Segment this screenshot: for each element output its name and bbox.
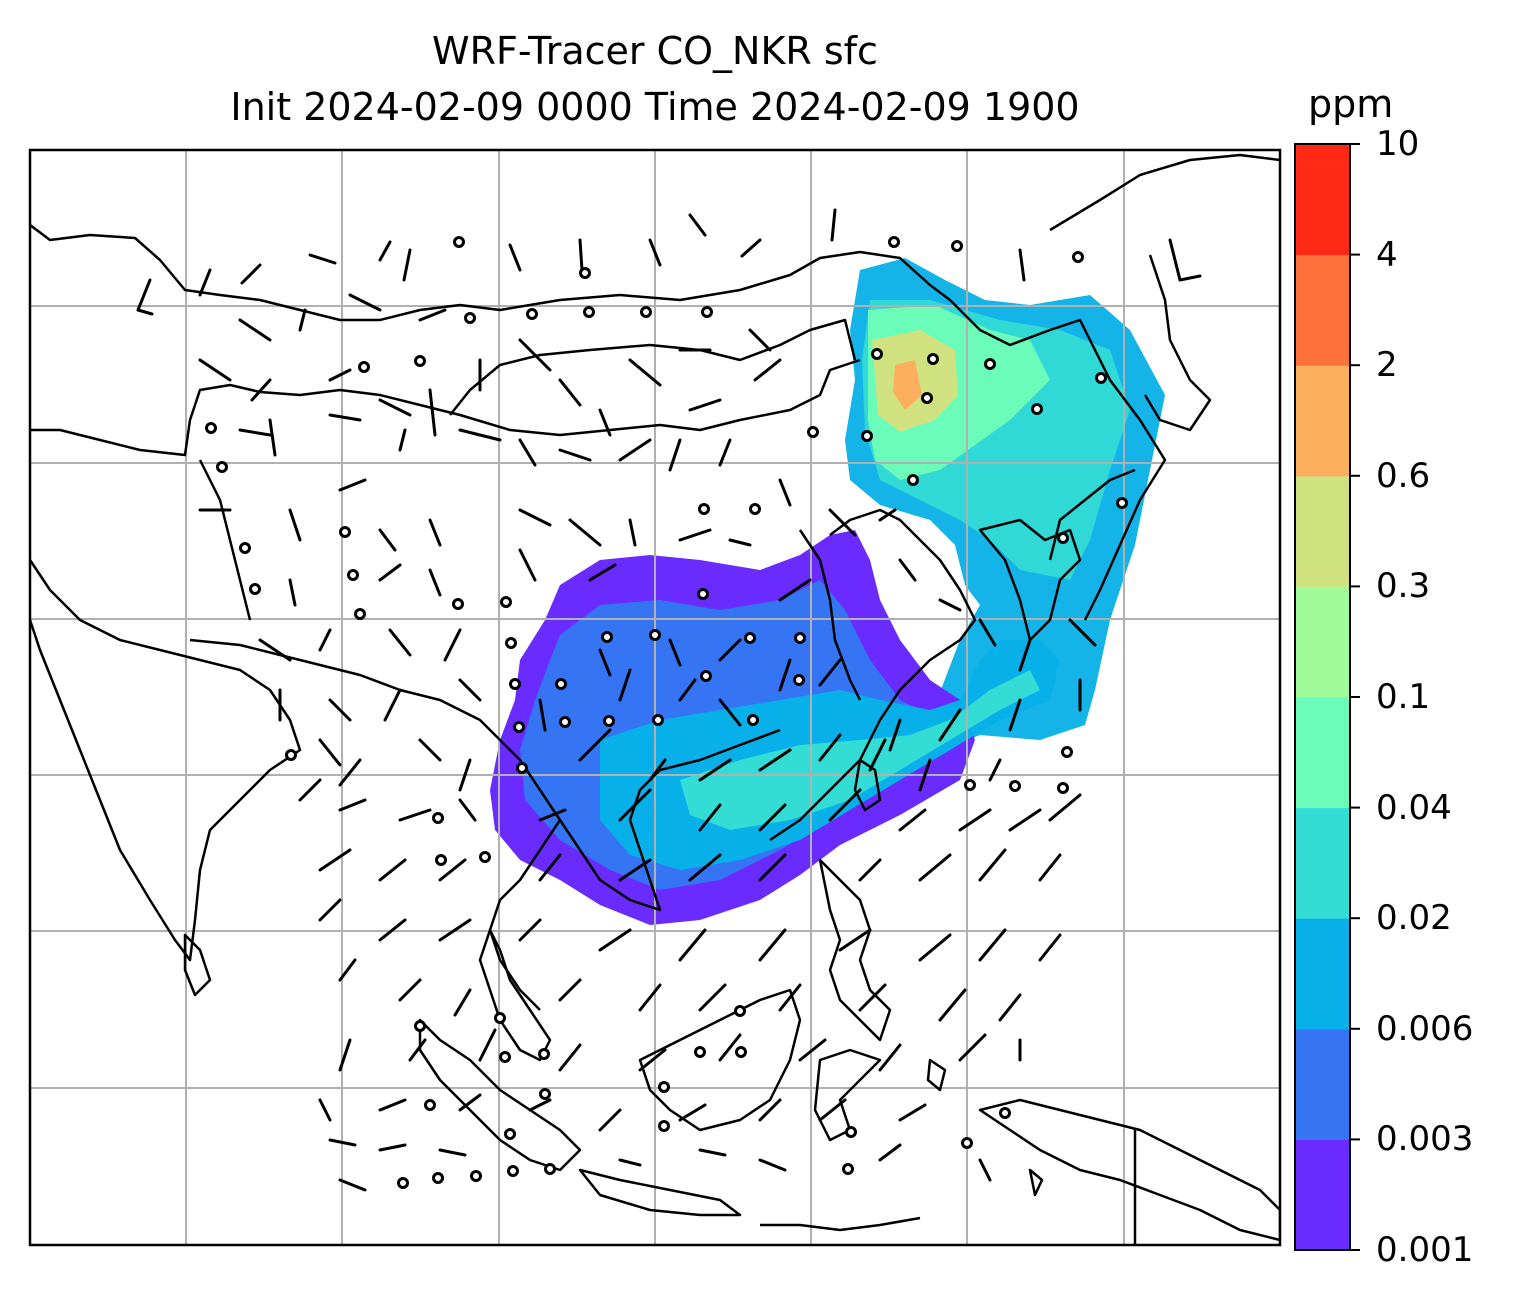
wind-barbs: [136, 208, 1202, 1192]
colorbar-tick-label: 0.1: [1376, 677, 1431, 717]
colorbar-tick-label: 0.6: [1376, 455, 1431, 496]
colorbar-unit-label: ppm: [1308, 82, 1394, 126]
colorbar-segment: [1295, 586, 1350, 698]
coastlines: [30, 153, 1280, 1245]
chart-subtitle: Init 2024-02-09 0000 Time 2024-02-09 190…: [230, 85, 1080, 129]
colorbar-segment: [1295, 918, 1350, 1030]
map-gridlines: [30, 150, 1280, 1245]
colorbar-tick-label: 0.003: [1376, 1119, 1474, 1160]
colorbar-tick-label: 0.02: [1376, 898, 1452, 939]
calm-wind-markers: [205, 236, 1128, 1189]
colorbar-segment: [1295, 1028, 1350, 1140]
tracer-plume-northeast-peak: [893, 360, 922, 410]
colorbar-segment: [1295, 254, 1350, 366]
colorbar: [1294, 143, 1360, 1251]
tracer-band-south-core: [680, 670, 1040, 830]
colorbar-segment: [1295, 144, 1350, 256]
map-frame: [28, 148, 1282, 1247]
colorbar-tick-label: 0.001: [1376, 1230, 1474, 1270]
colorbar-segment: [1295, 807, 1350, 919]
colorbar-segment: [1295, 1139, 1350, 1251]
colorbar-tick-label: 2: [1376, 345, 1398, 386]
colorbar-tick-label: 10: [1376, 124, 1420, 164]
chart-title: WRF-Tracer CO_NKR sfc: [432, 29, 878, 73]
colorbar-tick-label: 4: [1376, 234, 1398, 275]
colorbar-segment: [1295, 475, 1350, 587]
colorbar-segment: [1295, 365, 1350, 477]
colorbar-tick-label: 0.006: [1376, 1008, 1474, 1049]
colorbar-tick-label: 0.04: [1376, 787, 1452, 828]
colorbar-tick-label: 0.3: [1376, 566, 1431, 607]
tracer-shading: [490, 258, 1165, 925]
colorbar-segment: [1295, 697, 1350, 809]
